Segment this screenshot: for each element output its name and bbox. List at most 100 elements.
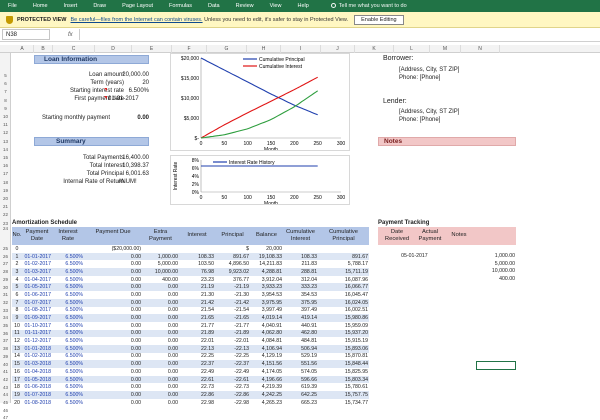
table-cell[interactable]: 01-02-2017 — [24, 261, 51, 268]
table-cell[interactable]: 18 — [14, 384, 20, 391]
table-cell[interactable]: 3,954.53 — [261, 291, 282, 298]
table-cell[interactable]: 20,000 — [266, 245, 282, 252]
table-cell[interactable]: 642.25 — [283, 391, 318, 399]
row-header[interactable]: 39 — [2, 353, 8, 359]
table-cell[interactable]: 0.00 — [84, 360, 142, 368]
table-cell[interactable]: -21.89 — [215, 329, 250, 338]
selected-cell[interactable] — [476, 361, 516, 370]
table-cell[interactable]: 312.04 — [301, 276, 317, 283]
table-cell[interactable]: 5,000.00 — [157, 261, 178, 268]
table-cell[interactable]: -22.01 — [234, 338, 249, 345]
table-cell[interactable]: 4,288.81 — [250, 268, 283, 276]
table-cell[interactable]: 2 — [15, 261, 19, 268]
table-cell[interactable]: -21.30 — [234, 291, 249, 298]
ribbon-tab[interactable]: Help — [297, 3, 309, 9]
table-cell[interactable] — [52, 245, 84, 253]
table-cell[interactable]: 01-05-2018 — [22, 375, 52, 384]
row-header[interactable]: 36 — [2, 330, 8, 336]
table-cell[interactable]: -21.65 — [215, 314, 250, 322]
table-cell[interactable]: 01-03-2018 — [22, 360, 52, 368]
table-cell[interactable]: 0.00 — [84, 375, 142, 384]
row-header[interactable]: 9 — [4, 105, 7, 111]
table-cell[interactable]: 0.00 — [130, 276, 141, 283]
table-cell[interactable]: 10,000.00 — [142, 268, 179, 276]
table-cell[interactable]: 15,780.61 — [344, 384, 368, 391]
row-header[interactable]: 23 — [2, 220, 8, 226]
table-cell[interactable]: 4,896.50 — [228, 261, 249, 268]
tell-me-box[interactable]: Tell me what you want to do — [330, 3, 407, 9]
table-cell[interactable]: 400.00 — [499, 275, 515, 282]
table-cell[interactable]: 1 — [12, 252, 22, 261]
table-cell[interactable]: 05-01-2017 — [401, 252, 428, 259]
table-cell[interactable]: 333.23 — [283, 283, 318, 292]
table-cell[interactable]: 22.25 — [201, 353, 214, 360]
row-header[interactable]: 18 — [2, 179, 8, 185]
table-cell[interactable]: 0.00 — [130, 291, 141, 298]
table-cell[interactable]: 4,019.14 — [250, 314, 283, 322]
table-cell[interactable]: 15,825.95 — [344, 368, 368, 375]
table-cell[interactable]: 21.19 — [179, 283, 215, 292]
table-cell[interactable]: 0.00 — [130, 353, 141, 360]
table-cell[interactable]: 0.00 — [142, 283, 179, 292]
table-cell[interactable]: -21.42 — [215, 298, 250, 307]
table-cell[interactable]: 0.00 — [130, 307, 141, 314]
table-cell[interactable]: 0.00 — [130, 368, 141, 375]
table-cell[interactable]: 4,242.25 — [250, 391, 283, 399]
table-cell[interactable]: 6.500% — [65, 338, 83, 345]
table-cell[interactable]: -22.86 — [215, 391, 250, 399]
table-cell[interactable] — [378, 275, 451, 283]
row-header[interactable]: 38 — [2, 346, 8, 352]
column-header[interactable]: H — [247, 45, 281, 53]
row-header[interactable]: 30 — [2, 284, 8, 290]
table-cell[interactable]: 6.500% — [52, 344, 84, 353]
table-cell[interactable]: 8 — [15, 307, 19, 314]
table-cell[interactable]: 15,711.19 — [318, 268, 369, 276]
table-cell[interactable]: 19,108.33 — [250, 252, 283, 261]
ribbon-tab[interactable]: Page Layout — [122, 3, 154, 9]
table-cell[interactable]: 15,803.34 — [318, 375, 369, 384]
table-cell[interactable]: -22.25 — [234, 353, 249, 360]
table-cell[interactable]: 1,000.00 — [142, 252, 179, 261]
row-header[interactable]: 26 — [2, 253, 8, 259]
table-cell[interactable]: 400.00 — [162, 276, 178, 283]
table-cell[interactable]: 15,893.06 — [318, 344, 369, 353]
row-header[interactable]: 44 — [2, 392, 8, 398]
first-payment-value[interactable]: 01-01-2017 — [108, 96, 139, 102]
table-cell[interactable]: 4,219.39 — [261, 384, 282, 391]
table-cell[interactable]: 1,000.00 — [494, 252, 515, 259]
table-cell[interactable]: -22.37 — [215, 360, 250, 368]
table-cell[interactable]: 01-06-2018 — [24, 384, 51, 391]
borrower-phone[interactable]: Phone: [Phone] — [399, 75, 441, 81]
table-cell[interactable]: 01-01-2017 — [22, 252, 52, 261]
borrower-address[interactable]: [Address, City, ST ZIP] — [399, 67, 460, 73]
row-header[interactable]: 40 — [2, 361, 8, 367]
table-cell[interactable]: 4,084.81 — [261, 338, 282, 345]
table-cell[interactable]: 01-07-2018 — [22, 391, 52, 399]
table-cell[interactable]: 15 — [12, 360, 22, 368]
table-cell[interactable]: 15,915.19 — [344, 338, 368, 345]
table-cell[interactable]: 0.00 — [167, 353, 178, 360]
table-cell[interactable]: 01-04-2017 — [24, 276, 51, 283]
table-cell[interactable]: 0.00 — [84, 252, 142, 261]
table-cell[interactable]: 0.00 — [84, 344, 142, 353]
row-header[interactable]: 29 — [2, 276, 8, 282]
table-cell[interactable]: 6.500% — [52, 298, 84, 307]
column-header[interactable]: B — [34, 45, 53, 53]
table-cell[interactable]: 462.80 — [283, 329, 318, 338]
table-cell[interactable]: 354.53 — [301, 291, 317, 298]
table-cell[interactable]: 619.39 — [301, 384, 317, 391]
row-header[interactable]: 32 — [2, 299, 8, 305]
table-cell[interactable]: 0.00 — [84, 268, 142, 276]
table-cell[interactable]: 17 — [12, 375, 22, 384]
row-header[interactable]: 24 — [2, 226, 8, 231]
table-cell[interactable]: 19 — [12, 391, 22, 399]
table-cell[interactable]: 4,129.19 — [261, 353, 282, 360]
row-header[interactable]: 5 — [4, 73, 7, 78]
table-cell[interactable]: 3,912.04 — [261, 276, 282, 283]
table-cell[interactable]: -21.19 — [215, 283, 250, 292]
row-header[interactable]: 46 — [2, 407, 8, 413]
lender-address[interactable]: [Address, City, ST ZIP] — [399, 109, 460, 115]
table-cell[interactable]: 21.54 — [201, 307, 214, 314]
table-cell[interactable]: 23.23 — [201, 276, 214, 283]
table-cell[interactable]: 5 — [12, 283, 22, 292]
